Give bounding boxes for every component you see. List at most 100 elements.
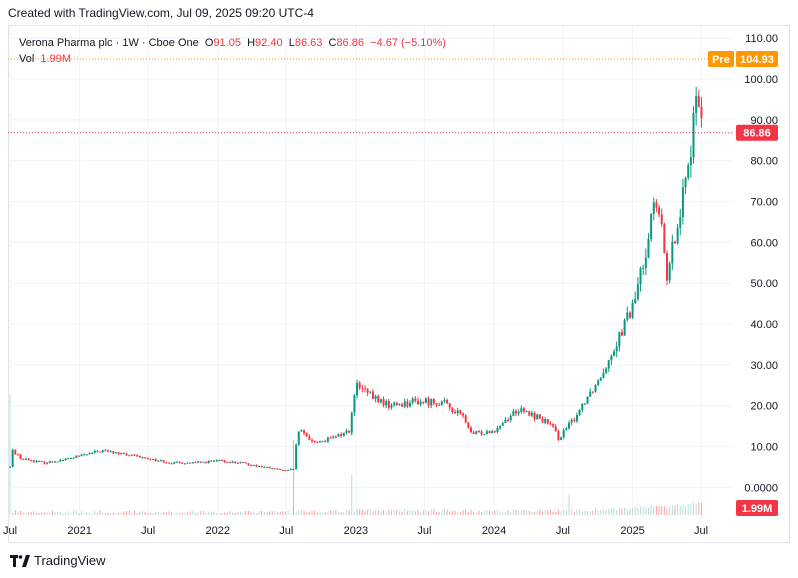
candle-body bbox=[215, 460, 218, 462]
volume-bar bbox=[401, 511, 403, 515]
candle-body bbox=[258, 466, 261, 468]
candle-body bbox=[401, 404, 404, 407]
candle-body bbox=[454, 411, 457, 414]
candle-body bbox=[316, 441, 319, 443]
volume-bar bbox=[377, 510, 379, 515]
volume-bar bbox=[91, 513, 93, 515]
volume-bar bbox=[414, 511, 416, 515]
candle-body bbox=[16, 454, 19, 456]
candle-body bbox=[671, 241, 674, 264]
symbol-label[interactable]: Verona Pharma plc · 1W · Cboe One bbox=[19, 37, 199, 49]
candle-body bbox=[329, 437, 332, 439]
candle-body bbox=[114, 452, 117, 454]
y-tick-label: 60.00 bbox=[750, 237, 778, 249]
volume-bar bbox=[653, 506, 655, 515]
volume-bar bbox=[441, 510, 443, 515]
volume-bar bbox=[674, 505, 676, 515]
volume-bar bbox=[367, 510, 369, 515]
candle-body bbox=[615, 346, 618, 352]
candle-body bbox=[382, 399, 385, 406]
volume-bar bbox=[576, 510, 578, 515]
volume-bar bbox=[232, 512, 234, 515]
volume-bar bbox=[677, 504, 679, 515]
volume-bar bbox=[539, 509, 541, 515]
volume-bar bbox=[316, 512, 318, 515]
volume-bar bbox=[682, 505, 684, 515]
volume-bar bbox=[552, 511, 554, 515]
volume-bar bbox=[86, 512, 88, 515]
volume-bar bbox=[510, 511, 512, 515]
candle-body bbox=[403, 401, 406, 407]
candle-body bbox=[202, 461, 205, 463]
candle-body bbox=[679, 217, 682, 228]
volume-bar bbox=[647, 507, 649, 515]
candle-body bbox=[88, 452, 91, 455]
created-with-text: Created with TradingView.com, Jul 09, 20… bbox=[8, 6, 314, 20]
volume-bar bbox=[483, 511, 485, 515]
volume-bar bbox=[247, 510, 249, 515]
volume-bar bbox=[234, 512, 236, 515]
volume-bar bbox=[608, 508, 610, 515]
volume-bar bbox=[338, 511, 340, 515]
candle-body bbox=[427, 398, 430, 406]
candle-body bbox=[485, 431, 488, 435]
candle-body bbox=[605, 368, 608, 373]
volume-bar bbox=[22, 513, 24, 515]
volume-bar bbox=[155, 512, 157, 515]
volume-bar bbox=[597, 511, 599, 515]
volume-bar bbox=[189, 511, 191, 515]
candle-body bbox=[14, 449, 17, 455]
candle-body bbox=[334, 436, 337, 438]
candle-body bbox=[59, 459, 62, 462]
volume-bar bbox=[269, 511, 271, 515]
volume-bar bbox=[126, 511, 128, 515]
volume-bar bbox=[277, 512, 279, 515]
volume-bar bbox=[594, 508, 596, 515]
candle-body bbox=[77, 455, 80, 457]
candle-body bbox=[212, 460, 215, 462]
candle-body bbox=[520, 408, 523, 412]
candle-body bbox=[493, 431, 496, 433]
volume-bar bbox=[102, 512, 104, 515]
candle-body bbox=[167, 462, 170, 464]
volume-bar bbox=[46, 511, 48, 515]
volume-bar bbox=[687, 504, 689, 515]
candle-body bbox=[260, 466, 263, 468]
candle-body bbox=[491, 431, 494, 434]
candle-body bbox=[483, 434, 486, 436]
volume-badge-bg bbox=[736, 500, 778, 516]
candle-body bbox=[321, 441, 324, 443]
tradingview-branding[interactable]: TradingView bbox=[10, 553, 106, 568]
candle-body bbox=[165, 462, 168, 464]
grid-lines bbox=[8, 26, 733, 520]
candle-body bbox=[324, 441, 327, 443]
volume-bar bbox=[486, 509, 488, 515]
candle-body bbox=[125, 453, 128, 456]
candle-body bbox=[522, 408, 525, 412]
volume-bar bbox=[112, 512, 114, 515]
volume-bar bbox=[610, 509, 612, 515]
volume-bar bbox=[279, 511, 281, 515]
volume-bar bbox=[319, 512, 321, 515]
volume-bar bbox=[526, 509, 528, 515]
candle-body bbox=[467, 422, 470, 428]
volume-bar bbox=[30, 511, 32, 515]
volume-bar bbox=[200, 510, 202, 515]
volume-bar bbox=[573, 511, 575, 515]
candle-body bbox=[488, 431, 491, 434]
candle-body bbox=[446, 400, 449, 404]
candle-body bbox=[154, 459, 157, 461]
candle-body bbox=[181, 462, 184, 464]
volume-label[interactable]: Vol bbox=[19, 53, 35, 65]
candle-body bbox=[297, 431, 300, 445]
candle-body bbox=[435, 403, 438, 405]
candle-body bbox=[295, 444, 298, 470]
volume-bar bbox=[57, 512, 59, 515]
candle-body bbox=[22, 458, 25, 460]
volume-bar bbox=[107, 512, 109, 515]
volume-bar bbox=[65, 512, 67, 515]
volume-bar bbox=[478, 510, 480, 515]
candle-body bbox=[414, 398, 417, 401]
candle-body bbox=[377, 395, 380, 403]
